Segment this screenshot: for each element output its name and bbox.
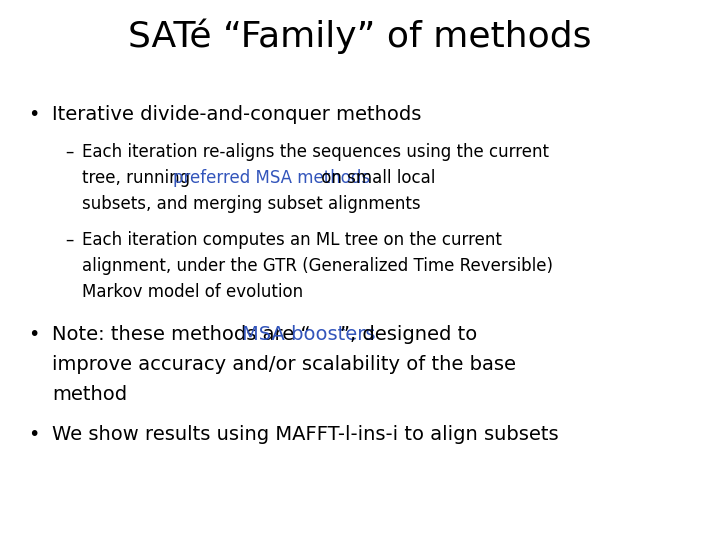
Text: Each iteration computes an ML tree on the current: Each iteration computes an ML tree on th… xyxy=(82,231,502,249)
Text: •: • xyxy=(28,325,40,344)
Text: Iterative divide-and-conquer methods: Iterative divide-and-conquer methods xyxy=(52,105,421,124)
Text: •: • xyxy=(28,105,40,124)
Text: ”, designed to: ”, designed to xyxy=(340,325,477,344)
Text: •: • xyxy=(28,425,40,444)
Text: Markov model of evolution: Markov model of evolution xyxy=(82,283,303,301)
Text: improve accuracy and/or scalability of the base: improve accuracy and/or scalability of t… xyxy=(52,355,516,374)
Text: –: – xyxy=(65,231,73,249)
Text: –: – xyxy=(65,143,73,161)
Text: preferred MSA methods: preferred MSA methods xyxy=(173,169,370,187)
Text: subsets, and merging subset alignments: subsets, and merging subset alignments xyxy=(82,195,420,213)
Text: Each iteration re-aligns the sequences using the current: Each iteration re-aligns the sequences u… xyxy=(82,143,549,161)
Text: Note: these methods are “: Note: these methods are “ xyxy=(52,325,310,344)
Text: alignment, under the GTR (Generalized Time Reversible): alignment, under the GTR (Generalized Ti… xyxy=(82,257,553,275)
Text: method: method xyxy=(52,385,127,404)
Text: We show results using MAFFT-l-ins-i to align subsets: We show results using MAFFT-l-ins-i to a… xyxy=(52,425,559,444)
Text: tree, running: tree, running xyxy=(82,169,195,187)
Text: on small local: on small local xyxy=(316,169,436,187)
Text: SATé “Family” of methods: SATé “Family” of methods xyxy=(128,18,592,53)
Text: MSA boosters: MSA boosters xyxy=(242,325,376,344)
